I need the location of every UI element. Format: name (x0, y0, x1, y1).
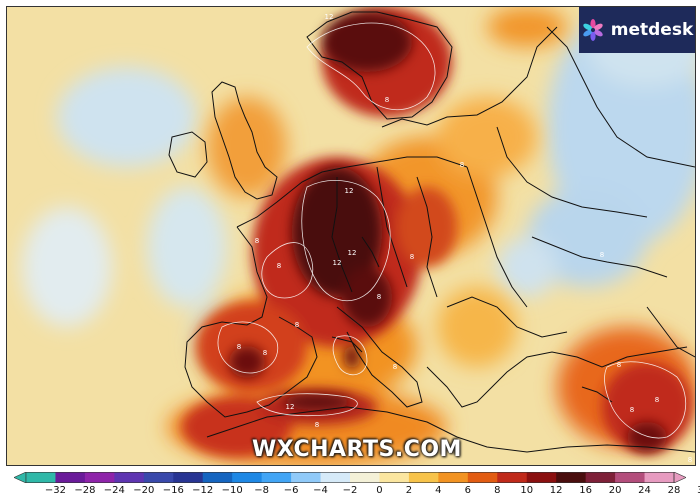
wxcharts-watermark: WXCHARTS.COM (252, 437, 462, 462)
colorbar-band (585, 472, 616, 483)
contour-value-label: 8 (630, 406, 634, 414)
contour-value-label: 8 (237, 343, 241, 351)
colorbar-max-cap (673, 472, 686, 483)
header-strip (6, 0, 694, 6)
contour-value-label: 12 (286, 403, 295, 411)
colorbar-tick-label: 2 (405, 485, 413, 496)
colorbar-band (26, 472, 56, 483)
colorbar-band (291, 472, 322, 483)
colorbar-band (497, 472, 528, 483)
colorbar-band (261, 472, 292, 483)
colorbar-tick-label: −20 (133, 485, 155, 496)
colorbar-tick-label: −32 (44, 485, 67, 496)
contour-value-label: 12 (348, 249, 357, 257)
colorbar-band (556, 472, 587, 483)
colorbar-band (438, 472, 469, 483)
contour-value-label: 8 (385, 96, 389, 104)
contour-value-label: 8 (263, 349, 267, 357)
contour-value-label: 8 (377, 293, 381, 301)
contour-value-label: 8 (688, 456, 692, 464)
contour-value-label: 8 (460, 161, 464, 169)
colorbar-band (320, 472, 351, 483)
colorbar-tick-label: 32 (697, 485, 700, 496)
color-scale-bar (14, 472, 686, 483)
logo-text: metdesk (610, 20, 694, 40)
contour-value-label: 8 (315, 421, 319, 429)
coastline-layer (168, 11, 695, 453)
colorbar-tick-label: −8 (254, 485, 269, 496)
contour-value-label: 8 (295, 321, 299, 329)
colorbar-tick-label: −16 (162, 485, 184, 496)
extreme-anomaly-layer (229, 12, 667, 452)
contour-label-layer: 12 12 12 8 8 8 8 8 8 12 8 8 8 8 8 8 12 8 8 8 8 (237, 13, 692, 464)
contour-value-label: 12 (325, 13, 334, 21)
colorbar-tick-label: −24 (103, 485, 125, 496)
contour-value-label: 8 (393, 363, 397, 371)
colorbar-tick-label: 4 (435, 485, 442, 496)
contour-value-label: 8 (255, 237, 259, 245)
contour-value-label: 12 (333, 259, 342, 267)
colorbar-min-cap (14, 472, 27, 483)
colorbar-tick-label: −6 (283, 485, 299, 496)
colorbar-tick-label: 12 (549, 485, 563, 496)
contour-value-label: 8 (617, 361, 621, 369)
colorbar-band (615, 472, 646, 483)
colorbar-band (408, 472, 439, 483)
colorbar-band (379, 472, 410, 483)
colorbar-outline (25, 472, 675, 483)
colorbar-band (232, 472, 263, 483)
metdesk-flower-icon (583, 19, 603, 41)
colorbar-band (143, 472, 174, 483)
colorbar-tick-label: 0 (376, 485, 383, 496)
colorbar-tick-label: 20 (608, 485, 622, 496)
colorbar-band (350, 472, 380, 483)
color-scale-ticks: −32 −28 −24 −20 −16 −12 −10 −8 −6 −4 −2 0 2 4 6 8 10 12 16… (0, 485, 700, 499)
contour-value-label: 8 (277, 262, 281, 270)
colorbar-tick-label: −28 (74, 485, 96, 496)
colorbar-tick-label: −12 (192, 485, 214, 496)
colorbar-band (173, 472, 204, 483)
colorbar-tick-label: 10 (520, 485, 534, 496)
colorbar-band (55, 472, 86, 483)
colorbar-band (84, 472, 115, 483)
colorbar-tick-label: −2 (342, 485, 358, 496)
colorbar-tick-label: −10 (221, 485, 243, 496)
contour-value-label: 8 (655, 396, 659, 404)
colorbar-band (526, 472, 557, 483)
contour-lines (217, 22, 686, 439)
temperature-anomaly-map[interactable]: 12 12 12 8 8 8 8 8 8 12 8 8 8 8 8 8 12 8 8 8 8 (7, 7, 695, 465)
colorbar-tick-label: 28 (667, 485, 681, 496)
colorbar-tick-label: −4 (313, 485, 328, 496)
colorbar-tick-label: 24 (638, 485, 651, 496)
colorbar-band (114, 472, 145, 483)
map-frame: 12 12 12 8 8 8 8 8 8 12 8 8 8 8 8 8 12 8 8 8 8 WXCHARTS.COM … (6, 6, 696, 466)
colorbar-tick-label: 16 (579, 485, 592, 496)
colorbar-tick-label: 8 (494, 485, 501, 496)
colorbar-band (644, 472, 675, 483)
metdesk-logo[interactable]: metdesk (579, 7, 695, 53)
colorbar-band (202, 472, 233, 483)
colorbar-tick-label: 6 (464, 485, 471, 496)
contour-value-label: 12 (345, 187, 354, 195)
contour-value-label: 8 (600, 251, 604, 259)
contour-value-label: 8 (410, 253, 414, 261)
colorbar-band (467, 472, 498, 483)
